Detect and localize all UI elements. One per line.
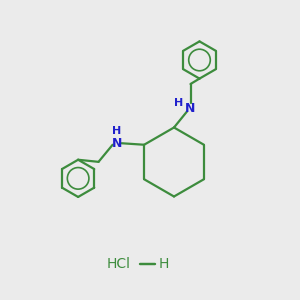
Text: H: H [158,257,169,271]
Text: N: N [112,137,122,150]
Text: H: H [112,126,122,136]
Text: N: N [185,101,196,115]
Text: HCl: HCl [106,257,130,271]
Text: H: H [174,98,183,108]
